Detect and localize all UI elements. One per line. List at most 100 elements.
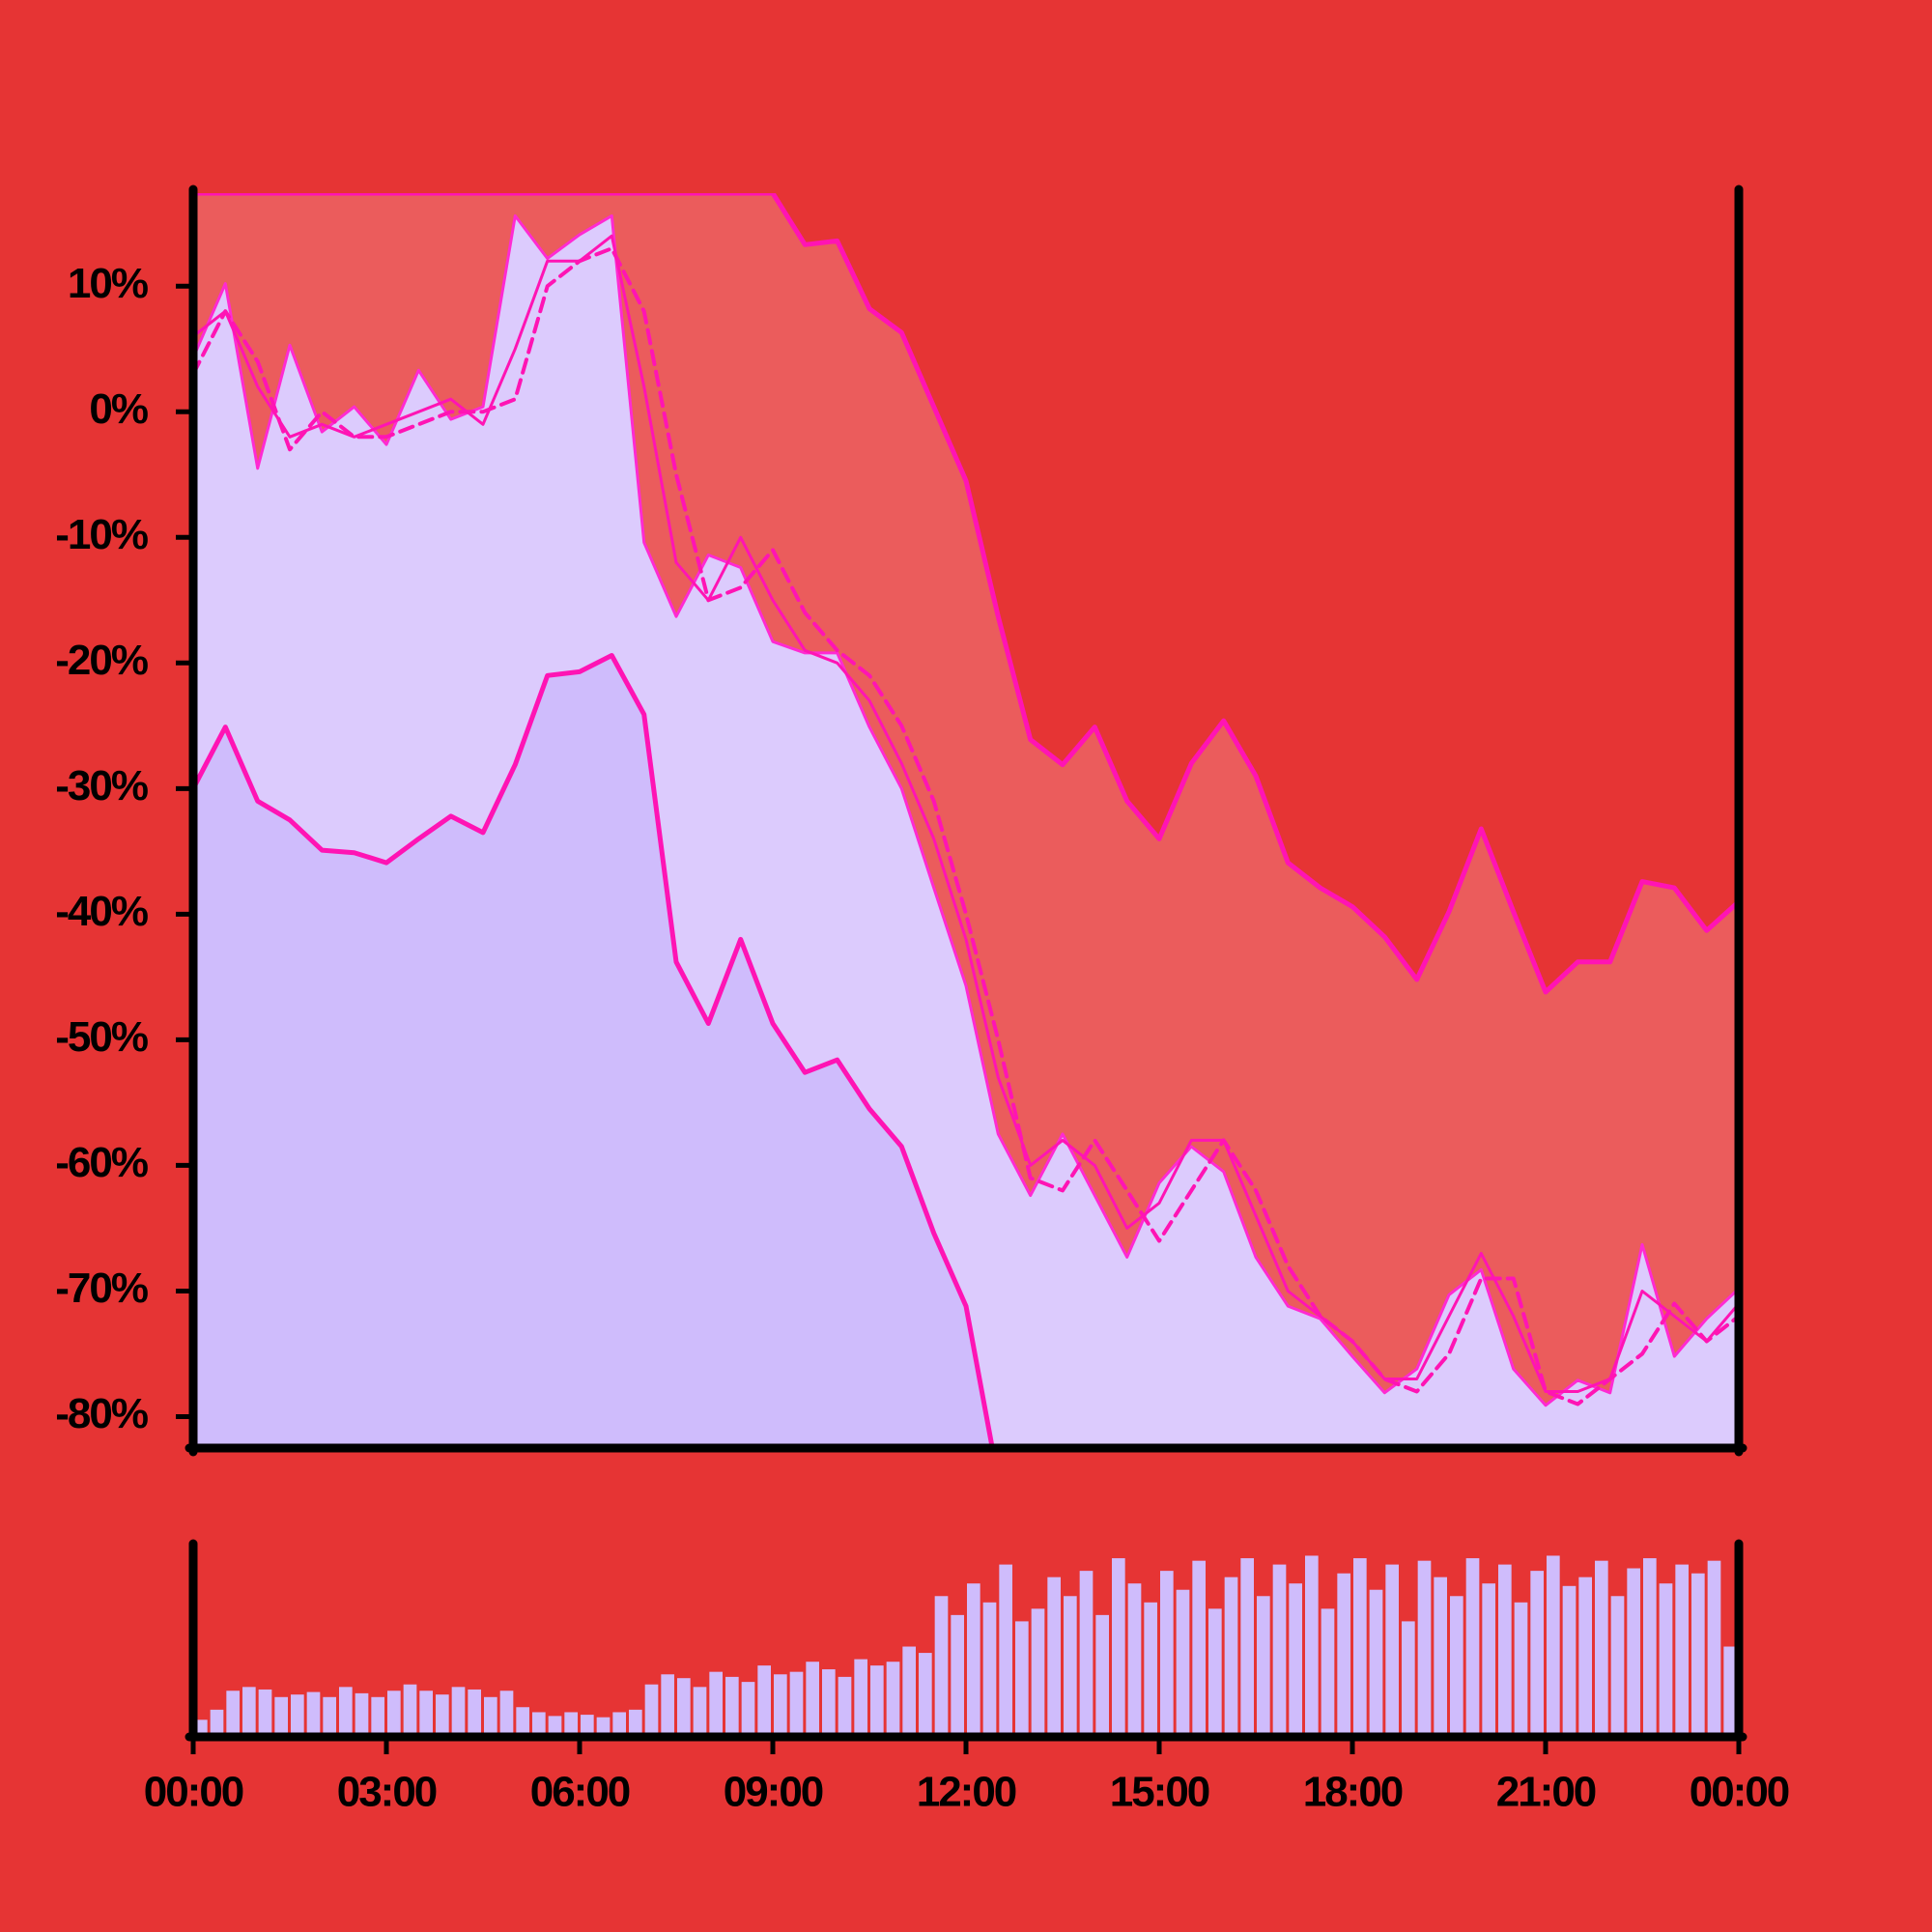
volume-bar <box>709 1671 723 1735</box>
volume-bar <box>499 1690 514 1735</box>
y-tick-label: -10% <box>55 511 148 558</box>
volume-bar <box>371 1696 384 1735</box>
volume-bar <box>1417 1560 1432 1735</box>
y-tick-label: 10% <box>68 260 148 307</box>
y-tick-label: -40% <box>55 888 148 935</box>
volume-bar <box>387 1690 401 1735</box>
volume-bar <box>484 1696 497 1735</box>
volume-bar <box>516 1707 529 1735</box>
volume-bar <box>1434 1577 1447 1735</box>
volume-plot <box>194 1555 1737 1735</box>
x-tick-label: 15:00 <box>1110 1769 1209 1816</box>
volume-bar <box>274 1696 288 1735</box>
volume-bar <box>1160 1571 1174 1735</box>
volume-bar <box>1675 1564 1689 1735</box>
volume-bar <box>934 1596 949 1735</box>
volume-bar <box>564 1712 578 1735</box>
volume-bar <box>210 1709 224 1735</box>
volume-bar <box>1031 1608 1045 1735</box>
volume-bar <box>1643 1558 1657 1735</box>
volume-bar <box>1465 1558 1480 1735</box>
line <box>193 193 1739 995</box>
volume-bar <box>1224 1577 1238 1735</box>
volume-bar <box>581 1715 594 1735</box>
line <box>193 234 1739 1393</box>
volume-bar <box>291 1694 304 1735</box>
volume-bar <box>661 1674 674 1735</box>
volume-bar <box>1402 1621 1415 1735</box>
volume-bar <box>1176 1589 1190 1735</box>
volume-bar <box>468 1689 481 1735</box>
volume-bar <box>774 1674 787 1735</box>
volume-bar <box>1015 1621 1029 1735</box>
volume-bar <box>532 1712 546 1735</box>
volume-bar <box>1627 1568 1640 1735</box>
volume-bar <box>403 1684 417 1735</box>
x-tick-label: 00:00 <box>144 1769 243 1816</box>
volume-bar <box>451 1687 466 1735</box>
volume-bar <box>629 1709 642 1735</box>
volume-bar <box>1047 1577 1061 1735</box>
volume-bar <box>1112 1558 1125 1735</box>
volume-bar <box>1192 1560 1206 1735</box>
volume-bar <box>822 1669 836 1735</box>
volume-bar <box>1095 1614 1109 1735</box>
volume-bar <box>693 1687 707 1735</box>
volume-bar <box>1208 1608 1222 1735</box>
volume-bar <box>1610 1596 1625 1735</box>
volume-bar <box>1240 1558 1254 1735</box>
volume-bar <box>1257 1596 1270 1735</box>
y-tick-label: 0% <box>89 385 147 433</box>
y-tick-label: -80% <box>55 1390 148 1437</box>
volume-bar <box>1482 1583 1495 1735</box>
volume-bar <box>967 1583 980 1735</box>
volume-bar <box>258 1689 272 1735</box>
volume-bar <box>870 1665 884 1735</box>
volume-bar <box>1272 1564 1287 1735</box>
line <box>193 213 1739 1407</box>
volume-bar <box>436 1694 449 1735</box>
volume-bar <box>789 1671 804 1735</box>
y-tick-label: -30% <box>55 762 148 810</box>
volume-bar <box>1578 1577 1592 1735</box>
volume-bar <box>1385 1564 1399 1735</box>
volume-bar <box>1707 1560 1721 1735</box>
dashed-line <box>193 246 1739 1406</box>
volume-bar <box>1337 1573 1350 1735</box>
volume-bar <box>1659 1583 1673 1735</box>
line <box>193 653 995 1448</box>
volume-bar <box>323 1696 336 1735</box>
volume-bar <box>1547 1555 1560 1735</box>
volume-bar <box>1144 1602 1157 1735</box>
volume-bar <box>854 1659 867 1735</box>
volume-bar <box>1353 1558 1367 1735</box>
volume-bar <box>1369 1589 1383 1735</box>
volume-bar <box>419 1690 433 1735</box>
x-tick-label: 09:00 <box>724 1769 823 1816</box>
volume-bar <box>1595 1560 1608 1735</box>
y-tick-label: -50% <box>55 1013 148 1061</box>
y-tick-label: -60% <box>55 1139 148 1186</box>
volume-bar <box>612 1712 626 1735</box>
volume-bar <box>919 1653 932 1735</box>
volume-bar <box>1530 1571 1544 1735</box>
axes: -80% -70% -60% -50% -40% -30% -20% -10% 0% 10% 00:… <box>55 185 1791 1816</box>
volume-bar <box>226 1690 240 1735</box>
volume-bar <box>1289 1583 1302 1735</box>
volume-bar <box>1321 1608 1335 1735</box>
x-tick-label: 18:00 <box>1303 1769 1403 1816</box>
volume-bar <box>838 1676 852 1735</box>
volume-bar <box>951 1614 964 1735</box>
volume-bar <box>902 1646 916 1735</box>
volume-bar <box>355 1692 369 1735</box>
volume-bar <box>1064 1596 1077 1735</box>
volume-bar <box>1562 1585 1577 1735</box>
volume-bar <box>1305 1555 1319 1735</box>
lower-area <box>193 655 993 1448</box>
volume-bar <box>677 1678 691 1735</box>
volume-bar <box>1723 1646 1737 1735</box>
x-tick-label: 21:00 <box>1496 1769 1596 1816</box>
volume-bar <box>741 1682 755 1735</box>
